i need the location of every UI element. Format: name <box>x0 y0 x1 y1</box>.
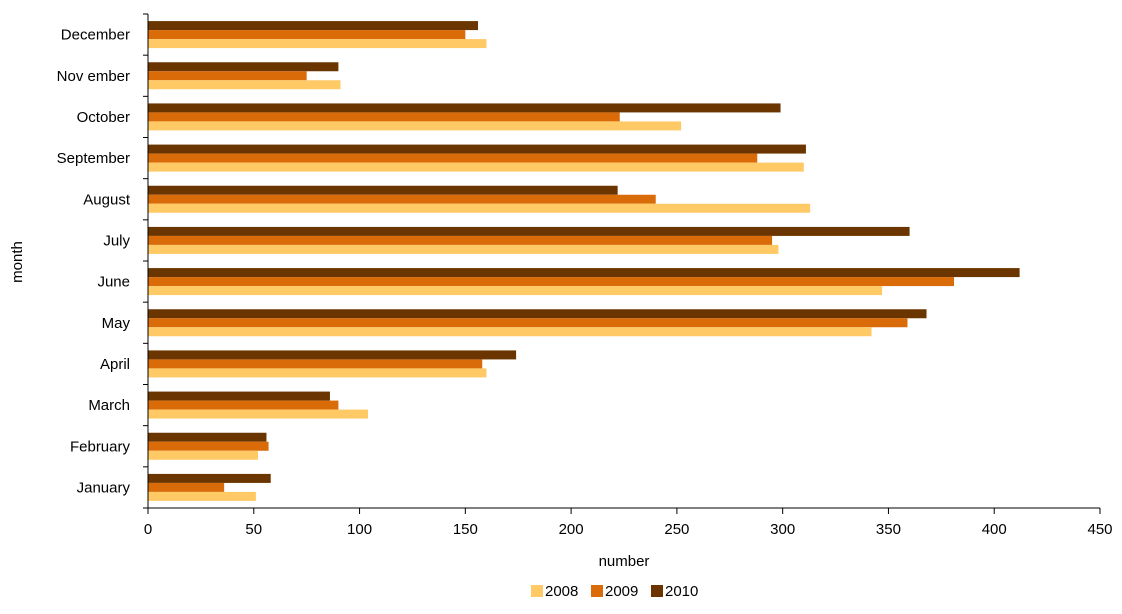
bar-january-2010 <box>148 473 271 483</box>
bar-october-2009 <box>148 112 620 122</box>
bar-october-2008 <box>148 121 682 131</box>
legend-swatch-2008 <box>531 585 543 597</box>
x-tick-label: 50 <box>245 521 262 538</box>
bar-january-2009 <box>148 482 225 492</box>
y-tick-label: December <box>61 27 130 44</box>
bar-march-2010 <box>148 391 330 401</box>
bar-september-2009 <box>148 153 758 163</box>
bar-december-2010 <box>148 21 479 31</box>
bar-april-2009 <box>148 359 483 369</box>
bar-june-2008 <box>148 286 883 296</box>
x-tick-label: 400 <box>982 521 1007 538</box>
x-tick-label: 300 <box>770 521 795 538</box>
y-tick-label: September <box>57 150 130 167</box>
y-tick-label: April <box>100 356 130 373</box>
legend-swatch-2009 <box>591 585 603 597</box>
x-tick-label: 250 <box>664 521 689 538</box>
y-tick-label: October <box>77 109 130 126</box>
bar-february-2008 <box>148 450 259 460</box>
bar-nov-ember-2010 <box>148 62 339 72</box>
legend-label-2009: 2009 <box>605 583 638 600</box>
bar-june-2010 <box>148 268 1020 278</box>
y-tick-label: August <box>83 191 131 208</box>
bar-october-2010 <box>148 103 781 113</box>
bar-may-2009 <box>148 318 908 328</box>
bar-july-2010 <box>148 226 910 236</box>
y-axis-title: month <box>9 241 26 283</box>
bar-july-2009 <box>148 235 773 245</box>
legend-swatch-2010 <box>651 585 663 597</box>
bar-nov-ember-2009 <box>148 71 307 81</box>
y-tick-label: February <box>70 438 131 455</box>
x-tick-label: 350 <box>876 521 901 538</box>
bar-nov-ember-2008 <box>148 80 341 90</box>
bar-may-2008 <box>148 327 872 337</box>
y-tick-label: July <box>103 232 130 249</box>
x-tick-label: 150 <box>453 521 478 538</box>
y-tick-label: May <box>102 315 131 332</box>
bar-february-2009 <box>148 441 269 451</box>
x-tick-label: 450 <box>1087 521 1112 538</box>
bar-december-2008 <box>148 39 487 49</box>
bar-september-2008 <box>148 162 804 172</box>
bar-august-2010 <box>148 185 618 195</box>
x-tick-label: 200 <box>559 521 584 538</box>
bar-april-2008 <box>148 368 487 378</box>
bar-april-2010 <box>148 350 517 360</box>
legend-label-2008: 2008 <box>545 583 578 600</box>
bar-may-2010 <box>148 309 927 319</box>
legend-label-2010: 2010 <box>665 583 698 600</box>
x-tick-label: 0 <box>144 521 152 538</box>
bar-june-2009 <box>148 277 955 287</box>
bar-august-2009 <box>148 194 656 204</box>
bar-august-2008 <box>148 203 811 213</box>
bar-february-2010 <box>148 432 267 442</box>
y-tick-label: June <box>97 274 130 291</box>
bar-march-2008 <box>148 409 369 419</box>
x-tick-label: 100 <box>347 521 372 538</box>
bar-july-2008 <box>148 244 779 254</box>
bar-december-2009 <box>148 30 466 40</box>
y-tick-label: March <box>88 397 130 414</box>
bar-september-2010 <box>148 144 806 154</box>
bar-january-2008 <box>148 491 256 501</box>
y-tick-label: Nov ember <box>57 68 130 85</box>
y-tick-label: January <box>77 479 131 496</box>
x-axis-title: number <box>599 553 650 570</box>
bar-march-2009 <box>148 400 339 410</box>
